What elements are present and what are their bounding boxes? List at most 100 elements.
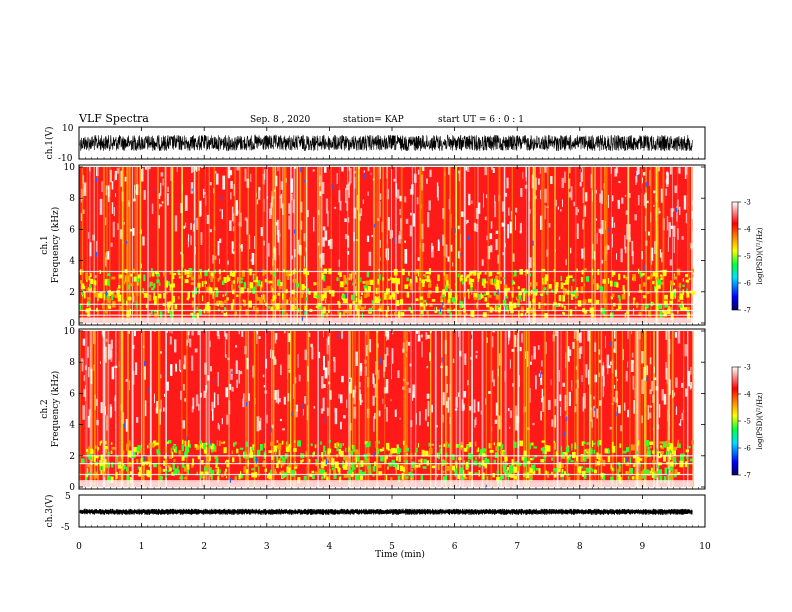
psd-band — [687, 312, 691, 320]
psd-band — [444, 274, 449, 281]
psd-band — [355, 304, 359, 310]
psd-band — [431, 443, 434, 446]
psd-high-dot — [643, 265, 645, 270]
ch1-spectrogram-image — [79, 167, 705, 323]
psd-band — [278, 449, 281, 456]
psd-high-dot — [539, 294, 541, 300]
psd-low-speckle — [317, 242, 320, 246]
psd-low-speckle — [87, 415, 90, 428]
psd-high-dot — [270, 427, 272, 433]
psd-band — [483, 453, 486, 457]
psd-low-speckle — [385, 379, 389, 394]
broadband-spike — [293, 331, 296, 487]
psd-low-speckle — [322, 397, 325, 412]
psd-band — [178, 276, 181, 279]
broadband-spike — [455, 331, 458, 487]
psd-band — [544, 280, 547, 285]
psd-band — [385, 475, 388, 482]
ch1-cb-tick-label: -5 — [744, 253, 751, 261]
psd-band — [445, 475, 447, 483]
psd-band — [659, 445, 662, 448]
psd-band — [137, 274, 141, 279]
psd-low-speckle — [275, 175, 278, 187]
psd-low-speckle — [110, 242, 113, 247]
broadband-spike — [528, 331, 530, 487]
narrowband-line — [79, 309, 693, 312]
psd-band — [153, 292, 156, 300]
psd-low-speckle — [665, 331, 668, 340]
psd-low-speckle — [575, 380, 577, 383]
psd-band — [323, 445, 326, 452]
psd-low-speckle — [184, 195, 188, 211]
psd-low-speckle — [425, 332, 428, 340]
psd-low-speckle — [665, 368, 669, 380]
ch3-ytick-bottom: -5 — [61, 523, 70, 533]
psd-low-speckle — [125, 418, 128, 432]
psd-low-speckle — [509, 410, 513, 418]
psd-band — [221, 475, 224, 478]
psd-band — [652, 468, 654, 472]
psd-low-speckle — [599, 193, 601, 203]
psd-low-speckle — [298, 374, 301, 382]
psd-band — [342, 294, 346, 299]
psd-band — [682, 453, 685, 456]
psd-low-speckle — [159, 204, 163, 207]
psd-band — [496, 305, 499, 309]
psd-band — [223, 447, 227, 454]
psd-band — [475, 288, 477, 292]
psd-band — [355, 291, 358, 297]
psd-band — [562, 295, 565, 302]
psd-band — [484, 293, 486, 296]
psd-high-dot — [563, 431, 565, 437]
psd-low-speckle — [194, 348, 198, 353]
broadband-spike — [226, 167, 228, 323]
broadband-spike — [635, 331, 638, 487]
psd-band — [527, 292, 531, 296]
psd-low-speckle — [385, 407, 388, 422]
psd-band — [582, 441, 586, 444]
psd-band — [423, 274, 426, 277]
psd-band — [419, 296, 424, 300]
psd-band — [223, 441, 226, 444]
broadband-spike — [598, 331, 600, 487]
psd-band — [172, 310, 174, 316]
psd-band — [660, 275, 664, 279]
broadband-spike — [523, 331, 525, 487]
psd-low-speckle — [458, 170, 461, 174]
psd-band — [524, 272, 527, 276]
psd-band — [300, 290, 304, 298]
ch1-spec-ytick-label: 6 — [69, 225, 75, 235]
psd-band — [214, 455, 218, 459]
psd-low-speckle — [665, 179, 668, 184]
psd-band — [518, 462, 522, 467]
psd-band — [87, 310, 90, 317]
psd-band — [427, 293, 431, 299]
psd-low-speckle — [290, 194, 293, 201]
psd-band — [408, 283, 413, 287]
psd-low-speckle — [669, 259, 673, 266]
psd-low-speckle — [235, 345, 238, 348]
psd-low-speckle — [136, 417, 139, 423]
psd-low-speckle — [225, 333, 228, 340]
psd-band — [319, 468, 322, 472]
psd-band — [137, 466, 140, 470]
psd-band — [495, 446, 498, 451]
psd-low-speckle — [334, 408, 338, 425]
psd-low-speckle — [579, 346, 583, 354]
psd-low-speckle — [369, 339, 372, 353]
psd-band — [275, 450, 277, 455]
psd-low-speckle — [263, 240, 265, 246]
narrowband-line — [79, 480, 693, 482]
broadband-spike — [306, 167, 307, 323]
psd-band — [473, 293, 478, 298]
psd-band — [439, 448, 441, 455]
psd-low-speckle — [232, 241, 234, 250]
broadband-spike — [554, 167, 556, 323]
psd-band — [510, 309, 514, 314]
psd-low-speckle — [239, 370, 243, 375]
ch2-spec-ytick-label: 8 — [69, 358, 75, 368]
psd-band — [486, 458, 490, 464]
psd-band — [333, 472, 337, 479]
psd-band — [96, 307, 99, 312]
psd-low-speckle — [646, 200, 649, 204]
